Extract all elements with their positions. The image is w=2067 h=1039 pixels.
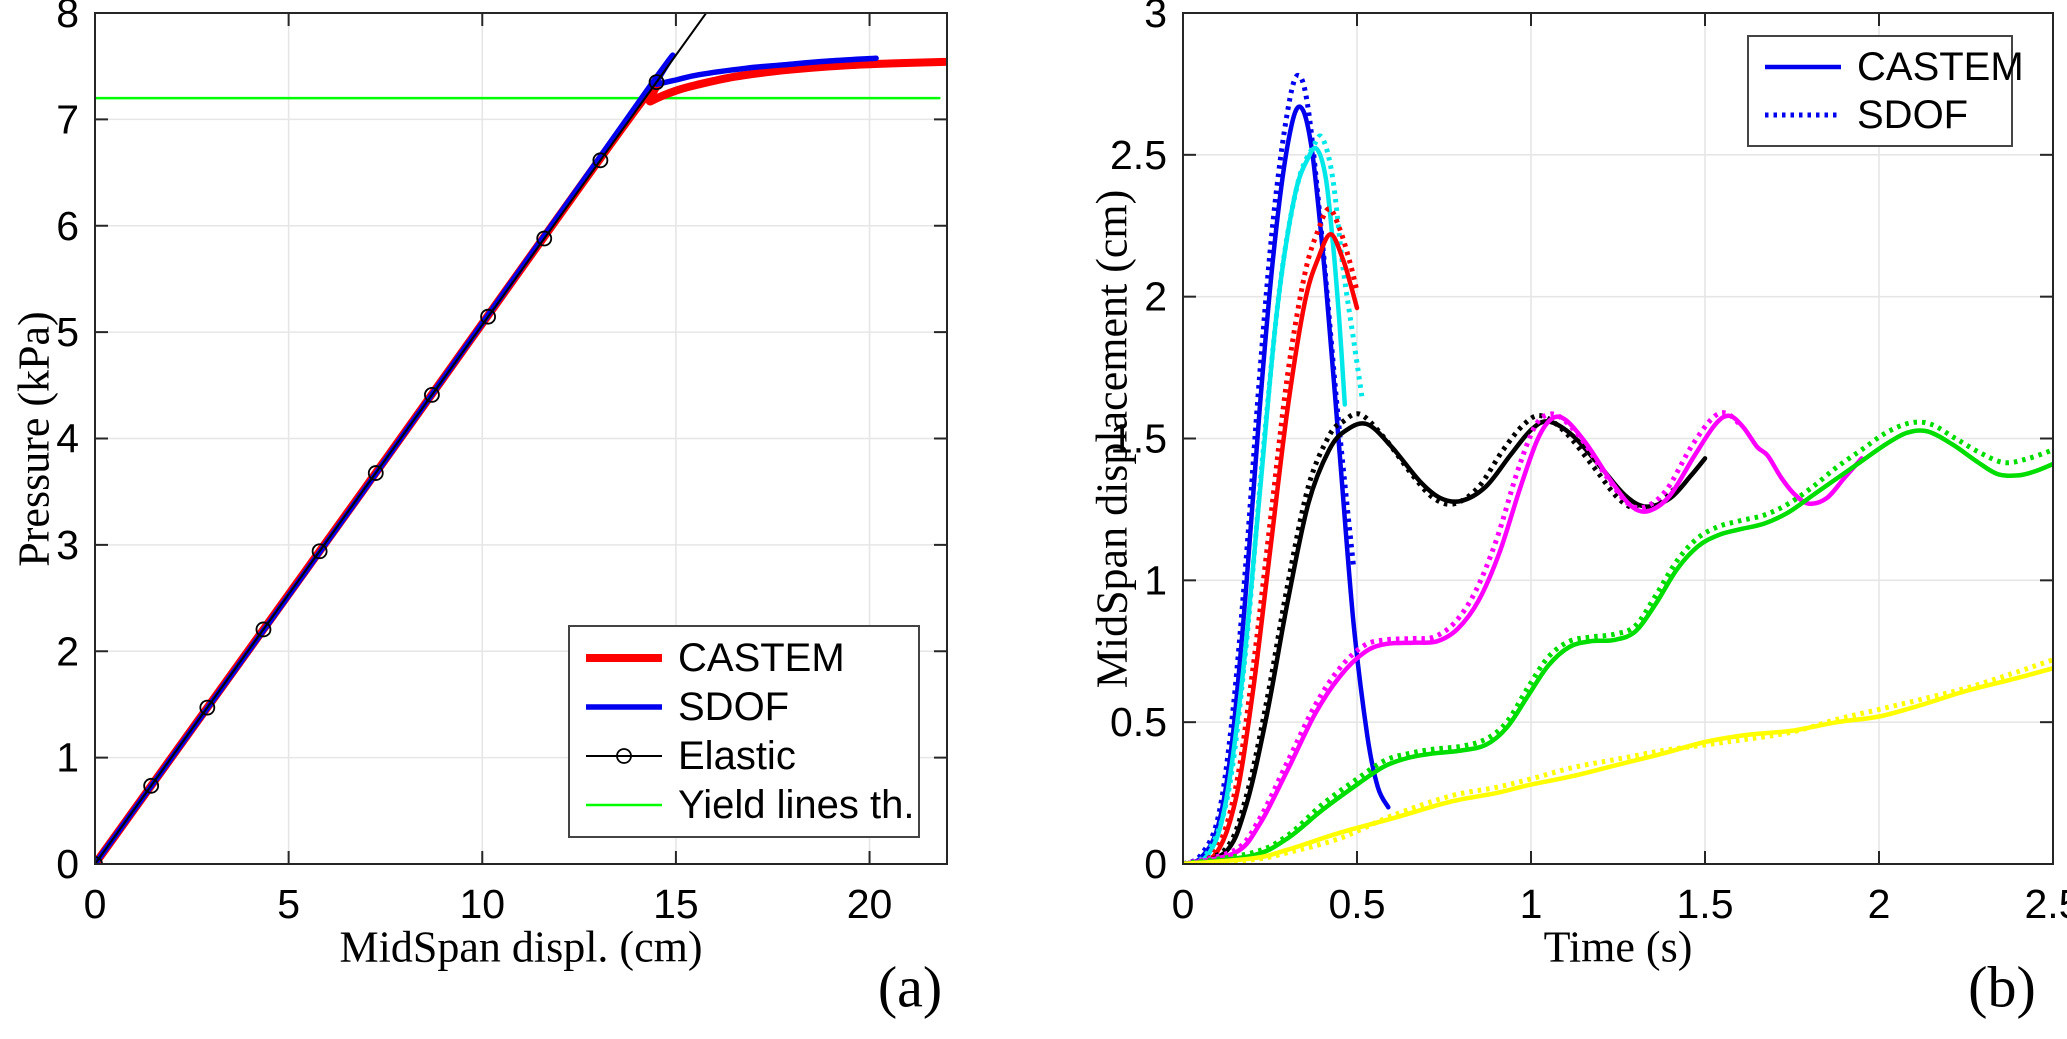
legend-entry-sdof: SDOF: [1749, 95, 2011, 135]
series-case5-castem: [1182, 413, 1864, 865]
legend-sample-line: [586, 654, 662, 662]
marker-elastic: [536, 230, 553, 247]
panel-a: 0 5 10 15 20 0 1 2 3 4 5 6 7 8: [56, 0, 948, 927]
legend-entry-elastic: Elastic: [570, 736, 918, 776]
tick-label-y: 0: [56, 841, 79, 887]
series-case4-castem: [1182, 419, 1708, 865]
tick-label-x: 0: [84, 881, 107, 927]
series-case1-sdof: [1182, 72, 1356, 865]
panel-a-letter: (a): [877, 954, 943, 1020]
tick-label-x: 2.5: [2025, 881, 2067, 927]
marker-elastic: [480, 308, 496, 325]
tick-label-y: 1.5: [1110, 416, 1167, 462]
legend-sample-line: [586, 748, 662, 764]
legend-label: Elastic: [678, 734, 796, 778]
tick-label-x: 2: [1868, 881, 1891, 927]
legend-label: SDOF: [1857, 93, 1969, 137]
tick-label-y: 0.5: [1110, 699, 1167, 745]
legend-label: Yield lines th.: [678, 783, 915, 827]
tick-label-y: 2.5: [1110, 132, 1167, 178]
marker-elastic: [424, 386, 440, 403]
legend-sample-line: [586, 704, 662, 710]
marker-elastic: [592, 152, 609, 169]
marker-elastic: [143, 777, 160, 794]
tick-label-x: 1.5: [1677, 881, 1734, 927]
tick-label-y: 2: [56, 628, 79, 674]
tick-label-y: 5: [56, 309, 79, 355]
series-case3-castem: [1182, 232, 1360, 865]
series-case2-castem: [1182, 145, 1348, 865]
tick-label-x: 20: [847, 881, 893, 927]
tick-label-x: 0: [1172, 881, 1195, 927]
tick-label-y: 6: [56, 203, 79, 249]
legend-label: CASTEM: [1857, 45, 2024, 89]
panel-b: 0 0.5 1 1.5 2 2.5 0 0.5 1 1.5 2 2.5 3: [1110, 0, 2067, 927]
tick-label-y: 4: [56, 416, 79, 462]
legend-entry-yield-lines-th-: Yield lines th.: [570, 785, 918, 825]
series-case7-castem: [1182, 666, 2054, 865]
marker-elastic: [255, 621, 272, 638]
legend-entry-sdof: SDOF: [570, 687, 918, 727]
tick-label-x: 1: [1520, 881, 1543, 927]
panel-b-x-axis-label: Time (s): [1543, 922, 1693, 972]
tick-label-y: 3: [1144, 0, 1167, 36]
marker-elastic: [199, 699, 216, 716]
series-case7-sdof: [1182, 657, 2054, 865]
panel-a-legend: CASTEM SDOF Elastic Yield lines th.: [568, 625, 920, 838]
legend-label: SDOF: [678, 685, 790, 729]
tick-label-x: 0.5: [1329, 881, 1386, 927]
panel-b-legend: CASTEM SDOF: [1747, 35, 2024, 147]
tick-label-y: 8: [56, 0, 79, 36]
tick-label-y: 0: [1144, 841, 1167, 887]
tick-label-y: 7: [56, 96, 79, 142]
tick-label-y: 1: [1144, 557, 1167, 603]
legend-sample-line: [1765, 64, 1841, 70]
tick-label-x: 10: [459, 881, 505, 927]
tick-label-y: 2: [1144, 274, 1167, 320]
marker-elastic: [648, 74, 665, 91]
series-case3-sdof: [1182, 206, 1360, 865]
tick-label-y: 1: [56, 735, 79, 781]
legend-entry-castem: CASTEM: [1749, 47, 2024, 87]
panel-a-x-axis-label: MidSpan displ. (cm): [339, 922, 703, 972]
marker-elastic: [311, 543, 328, 560]
series-elastic: [94, 12, 709, 865]
series-case4-sdof: [1182, 411, 1679, 865]
panel-b-letter: (b): [1968, 954, 2036, 1020]
series-case6-castem: [1182, 428, 2054, 865]
legend-label: CASTEM: [678, 636, 845, 680]
legend-sample-dotted-line: [1765, 112, 1841, 118]
panel-a-y-axis-label: Pressure (kPa): [9, 310, 59, 567]
legend-sample-line: [586, 803, 662, 807]
legend-entry-castem: CASTEM: [570, 638, 918, 678]
series-case6-sdof: [1182, 419, 2054, 865]
tick-label-y: 3: [56, 522, 79, 568]
panel-b-y-axis-label: MidSpan displacement (cm): [1087, 189, 1137, 688]
series-case1-castem: [1182, 104, 1391, 865]
tick-label-x: 15: [653, 881, 699, 927]
tick-label-x: 5: [277, 881, 300, 927]
series-case5-sdof: [1182, 410, 1742, 865]
marker-elastic: [367, 465, 384, 481]
